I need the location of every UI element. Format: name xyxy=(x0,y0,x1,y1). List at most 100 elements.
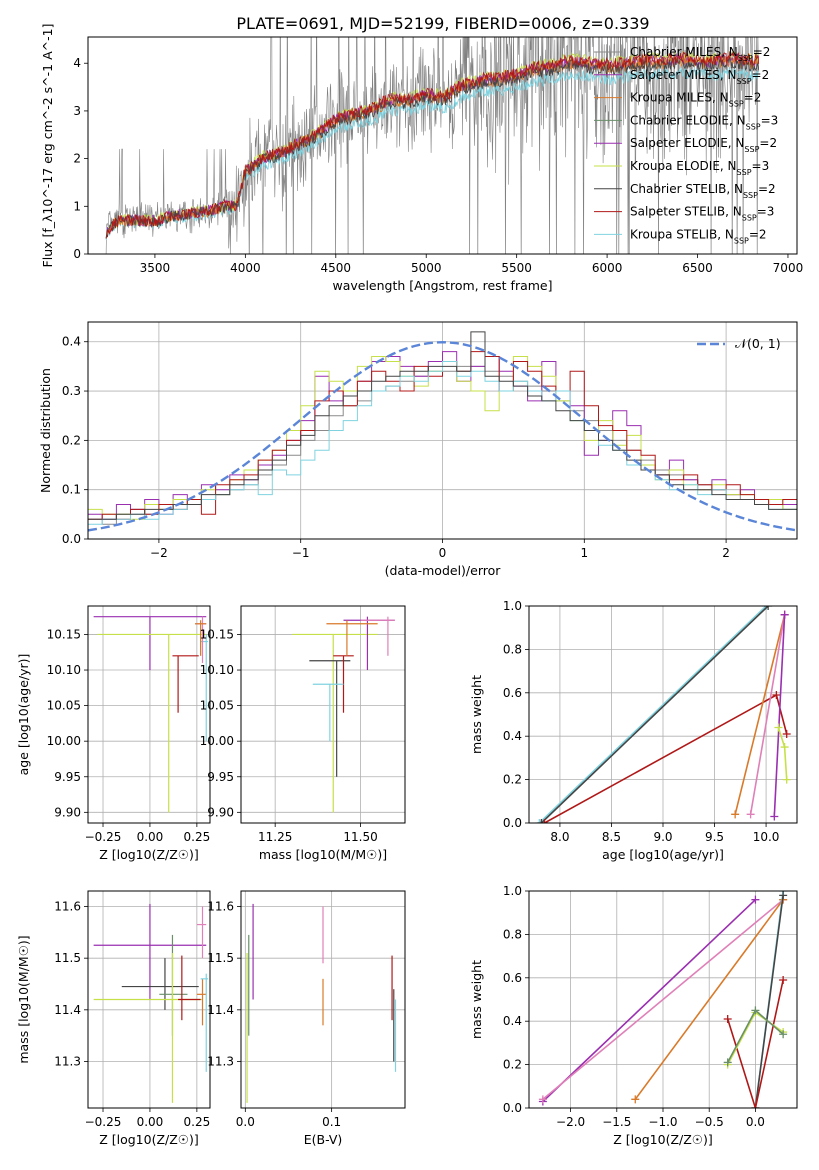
plot-area xyxy=(93,903,209,1103)
y-tick-label: 11.4 xyxy=(54,1003,81,1017)
plot-area xyxy=(535,606,791,823)
y-tick-label: 0.2 xyxy=(503,1058,522,1072)
spectrum-panel: 3500 4000 4500 5000 5500 6000 6500 7000 0 1 2 3 4 wav… xyxy=(40,24,804,293)
residual-histogram-panel: −2 −1 0 1 2 0.0 0.1 0.2 0.3 0.4 (data-model)/error… xyxy=(38,321,798,578)
weight-marker xyxy=(779,975,788,984)
weight-marker xyxy=(746,810,755,819)
weight-marker xyxy=(537,819,546,823)
model-spectrum-kroupa-stelib xyxy=(105,67,760,240)
histogram-step-salpeter-stelib xyxy=(88,351,797,539)
y-tick-label: 1.0 xyxy=(503,599,522,613)
y-axis-label: Flux [f_λ10^-17 erg cm^-2 s^-1 A^-1] xyxy=(40,24,55,268)
x-tick-label: 8.0 xyxy=(550,830,569,844)
weight-marker xyxy=(782,775,791,784)
y-tick-label: 11.3 xyxy=(207,1055,234,1069)
weight-marker xyxy=(535,819,544,823)
x-axis-label: E(B-V) xyxy=(304,1132,343,1147)
y-tick-label: 9.90 xyxy=(54,805,81,819)
weight-marker xyxy=(772,690,781,699)
x-axis-label: Z [log10(Z/Z☉)] xyxy=(613,1132,713,1147)
x-tick-label: −2.0 xyxy=(556,1115,585,1129)
x-tick-label: 4000 xyxy=(230,261,261,275)
y-tick-label: 11.5 xyxy=(207,951,234,965)
weight-line-pink xyxy=(542,899,784,1100)
x-tick-label: 3500 xyxy=(140,261,171,275)
y-tick-label: 11.6 xyxy=(207,900,234,914)
y-tick-label: 0.8 xyxy=(503,927,522,941)
y-tick-label: 0.0 xyxy=(503,816,522,830)
y-tick-label: 3 xyxy=(73,104,81,118)
y-tick-label: 10.05 xyxy=(200,699,234,713)
x-tick-label: 0.00 xyxy=(137,830,164,844)
y-tick-label: 0.1 xyxy=(62,483,81,497)
normal-curve xyxy=(88,340,797,532)
y-tick-label: 1 xyxy=(73,199,81,213)
y-tick-label: 10.10 xyxy=(200,663,234,677)
weight-marker xyxy=(764,606,773,610)
y-axis-label: Normed distribution xyxy=(38,368,53,493)
histogram-step-chabrier-stelib xyxy=(88,331,797,539)
x-tick-label: −1.0 xyxy=(648,1115,677,1129)
plot-area xyxy=(105,37,760,254)
x-tick-label: 5000 xyxy=(411,261,442,275)
x-tick-label: −0.5 xyxy=(695,1115,724,1129)
weight-line-chabrier-stelib xyxy=(754,895,784,1108)
weight-line-salpeter-elodie xyxy=(773,614,786,817)
legend-label: Chabrier STELIB, NSSP=2 xyxy=(630,182,776,200)
weight-marker xyxy=(631,1095,640,1104)
panel-axes-frame xyxy=(240,605,406,824)
x-axis-label: wavelength [Angstrom, rest frame] xyxy=(332,278,552,293)
x-tick-label: 0 xyxy=(439,546,447,560)
y-axis-label: age [log10(age/yr)] xyxy=(16,654,31,776)
weight-marker xyxy=(774,723,783,732)
weight-marker xyxy=(779,1030,788,1039)
x-tick-label: 0.25 xyxy=(184,830,211,844)
x-tick-label: 6500 xyxy=(682,261,713,275)
weight-vs-age-panel: 8.0 8.5 9.0 9.5 10.0 0.0 0.2 0.4 0.6 0.8 1.0 age [l… xyxy=(469,599,798,862)
y-axis-label: mass weight xyxy=(469,960,484,1039)
model-spectrum-salpeter-stelib xyxy=(105,50,760,239)
weight-marker xyxy=(780,610,789,619)
y-tick-label: 0.6 xyxy=(503,686,522,700)
y-tick-label: 9.95 xyxy=(207,770,234,784)
y-axis-label: mass [log10(M/M☉)] xyxy=(16,935,31,1063)
panel-axes-frame xyxy=(87,605,211,824)
x-tick-label: 7000 xyxy=(773,261,804,275)
mass-vs-ebv-panel: 0.0 0.1 11.3 11.4 11.5 11.6 E(B-V) xyxy=(207,890,406,1147)
x-tick-label: −0.25 xyxy=(85,830,122,844)
y-tick-label: 11.6 xyxy=(54,900,81,914)
y-tick-label: 11.4 xyxy=(207,1003,234,1017)
legend-label: Chabrier ELODIE, NSSP=3 xyxy=(630,113,778,130)
legend-label: Kroupa MILES, NSSP=2 xyxy=(630,91,761,109)
x-tick-label: 8.5 xyxy=(602,830,621,844)
y-tick-label: 0.4 xyxy=(62,335,81,349)
legend-label: Salpeter ELODIE, NSSP=2 xyxy=(630,136,777,154)
plot-area xyxy=(292,616,395,813)
x-tick-label: −1.5 xyxy=(602,1115,631,1129)
weight-marker xyxy=(540,819,549,823)
y-tick-label: 0.4 xyxy=(503,729,522,743)
x-tick-label: 1 xyxy=(580,546,588,560)
x-tick-label: 5500 xyxy=(501,261,532,275)
x-axis-label: Z [log10(Z/Z☉)] xyxy=(99,1132,199,1147)
weight-line-kroupa-elodie xyxy=(777,727,788,780)
y-tick-label: 1.0 xyxy=(503,884,522,898)
weight-marker xyxy=(770,812,779,821)
y-tick-label: 10.00 xyxy=(200,734,234,748)
weight-marker xyxy=(782,730,791,739)
y-tick-label: 10.05 xyxy=(47,699,81,713)
x-tick-label: 0.0 xyxy=(746,1115,765,1129)
x-tick-label: 0.00 xyxy=(137,1115,164,1129)
y-tick-label: 0.4 xyxy=(503,1014,522,1028)
y-axis-label: mass weight xyxy=(469,675,484,754)
y-tick-label: 9.95 xyxy=(54,770,81,784)
y-tick-label: 0 xyxy=(73,247,81,261)
plot-area xyxy=(93,616,209,813)
y-tick-label: 0.2 xyxy=(503,773,522,787)
y-tick-label: 10.00 xyxy=(47,734,81,748)
weight-marker xyxy=(731,810,740,819)
y-tick-label: 0.2 xyxy=(62,433,81,447)
x-tick-label: 10.0 xyxy=(753,830,780,844)
x-tick-label: −2 xyxy=(150,546,168,560)
histogram-step-kroupa-stelib xyxy=(88,361,797,539)
